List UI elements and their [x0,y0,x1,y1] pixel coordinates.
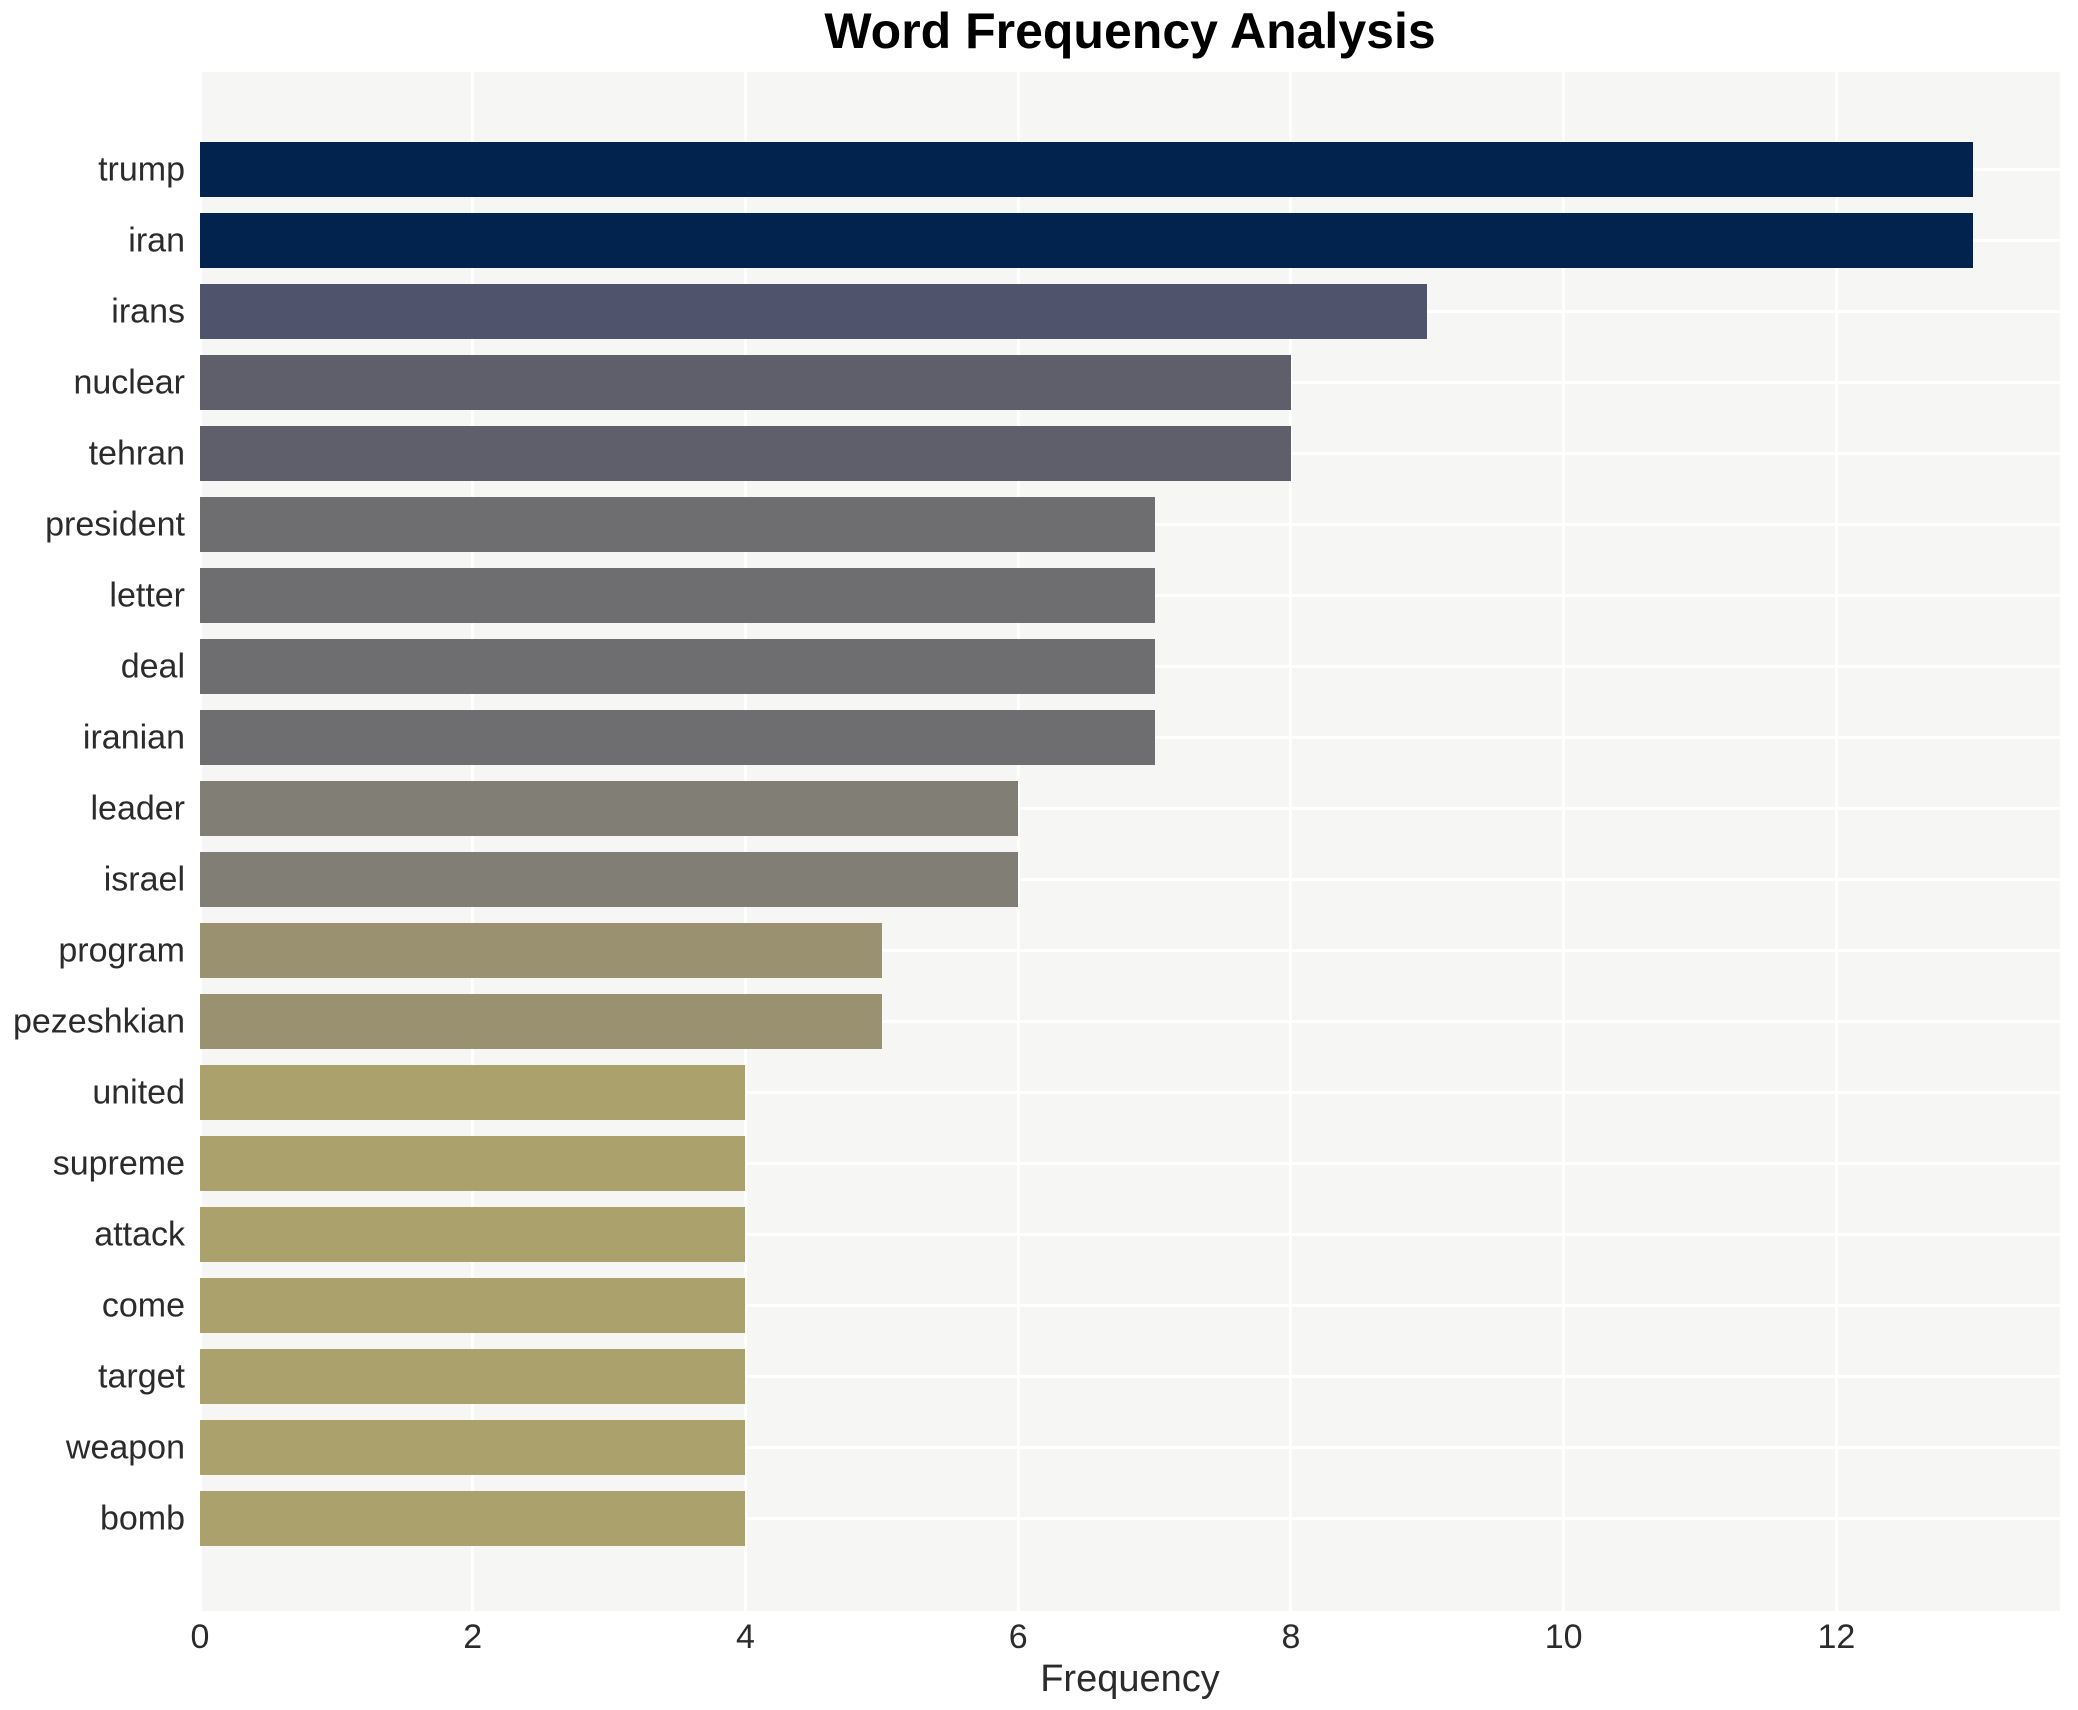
h-gridline [200,807,2060,810]
bar-supreme [200,1136,746,1191]
y-tick-label: program [58,931,185,969]
bar-pezeshkian [200,994,882,1049]
y-tick-label: bomb [99,1499,185,1537]
y-tick-label: pezeshkian [12,1002,185,1040]
y-tick-label: iranian [82,718,185,756]
bar-letter [200,568,1155,623]
v-gridline [1562,72,1566,1611]
bar-israel [200,852,1019,907]
bar-iranian [200,710,1155,765]
x-axis-title: Frequency [1040,1658,1220,1700]
y-tick-label: tehran [88,434,185,472]
bar-president [200,497,1155,552]
h-gridline [200,1375,2060,1378]
y-tick-label: united [92,1073,185,1111]
bar-trump [200,142,1973,197]
h-gridline [200,1446,2060,1449]
x-tick-label: 12 [1817,1618,1856,1656]
h-gridline [200,1517,2060,1520]
y-tick-label: nuclear [73,363,185,401]
h-gridline [200,878,2060,881]
h-gridline [200,949,2060,952]
h-gridline [200,1091,2060,1094]
y-tick-label: target [98,1357,185,1395]
h-gridline [200,1304,2060,1307]
x-tick-label: 4 [735,1618,755,1656]
y-tick-label: weapon [65,1428,185,1466]
x-tick-label: 10 [1544,1618,1583,1656]
h-gridline [200,1233,2060,1236]
bar-leader [200,781,1019,836]
y-tick-label: israel [103,860,185,898]
bar-iran [200,213,1973,268]
y-tick-label: come [101,1286,185,1324]
y-tick-label: irans [111,292,185,330]
v-gridline [471,72,475,1611]
bar-bomb [200,1491,746,1546]
bar-united [200,1065,746,1120]
v-gridline [743,72,747,1611]
bar-target [200,1349,746,1404]
y-axis-labels: trump iran irans nuclear tehran president lett… [0,72,200,1611]
bar-program [200,923,882,978]
y-tick-label: deal [120,647,185,685]
y-tick-label: attack [94,1215,185,1253]
v-gridline [198,72,202,1611]
y-tick-label: iran [128,221,185,259]
v-gridline [1289,72,1293,1611]
x-tick-label: 0 [190,1618,210,1656]
bar-deal [200,639,1155,694]
y-tick-label: leader [90,789,185,827]
bar-nuclear [200,355,1291,410]
bar-tehran [200,426,1291,481]
y-tick-label: supreme [52,1144,185,1182]
y-tick-label: letter [109,576,185,614]
h-gridline [200,1162,2060,1165]
plot-area [198,72,2060,1611]
bar-attack [200,1207,746,1262]
bar-weapon [200,1420,746,1475]
v-gridline [1016,72,1020,1611]
h-gridline [200,1020,2060,1023]
x-axis-ticks: 0 2 4 6 8 10 12 [191,1618,2060,1658]
y-tick-label: trump [98,150,185,188]
x-tick-label: 6 [1008,1618,1028,1656]
bar-irans [200,284,1428,339]
chart-title: Word Frequency Analysis [824,3,1436,59]
x-tick-label: 8 [1281,1618,1301,1656]
x-tick-label: 2 [463,1618,483,1656]
v-gridline [1834,72,1838,1611]
bar-come [200,1278,746,1333]
y-tick-label: president [45,505,185,543]
